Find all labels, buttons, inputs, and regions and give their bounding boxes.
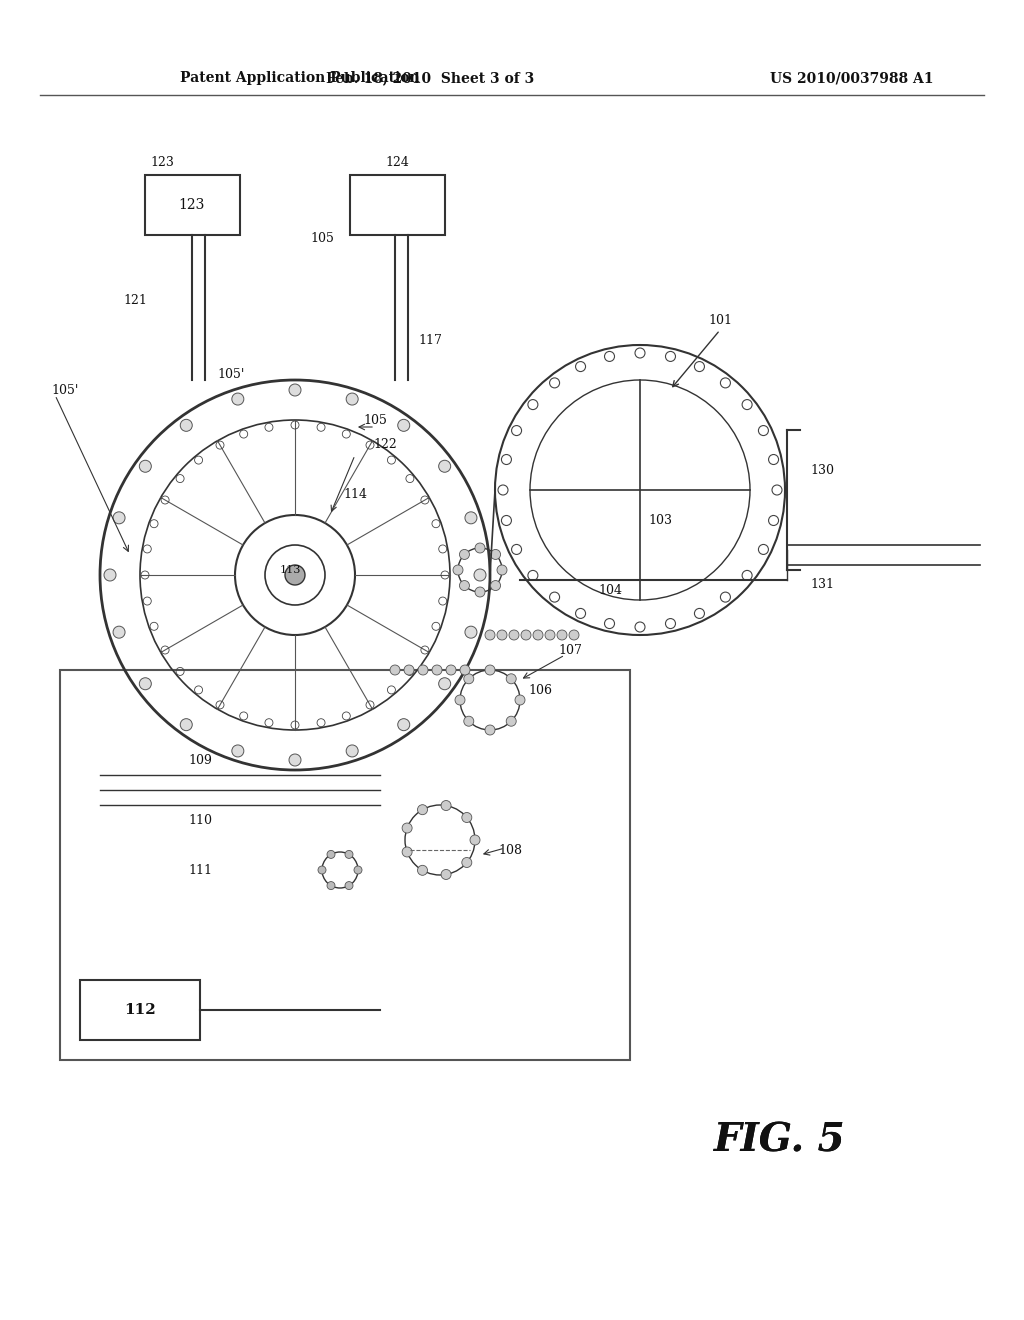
Circle shape <box>418 665 428 675</box>
Circle shape <box>113 512 125 524</box>
Circle shape <box>438 461 451 473</box>
Text: US 2010/0037988 A1: US 2010/0037988 A1 <box>770 71 934 84</box>
Circle shape <box>515 696 525 705</box>
Circle shape <box>441 870 452 879</box>
Circle shape <box>485 725 495 735</box>
Circle shape <box>327 850 335 858</box>
Circle shape <box>390 665 400 675</box>
Circle shape <box>485 665 495 675</box>
Circle shape <box>402 847 412 857</box>
Circle shape <box>509 630 519 640</box>
Circle shape <box>139 677 152 690</box>
Text: 103: 103 <box>648 513 672 527</box>
Text: 101: 101 <box>708 314 732 326</box>
Text: 105': 105' <box>218 368 245 381</box>
Circle shape <box>345 850 353 858</box>
Circle shape <box>438 677 451 690</box>
Circle shape <box>327 882 335 890</box>
Circle shape <box>139 461 152 473</box>
Text: 107: 107 <box>558 644 582 656</box>
Circle shape <box>318 866 326 874</box>
Circle shape <box>497 565 507 576</box>
Circle shape <box>455 696 465 705</box>
Circle shape <box>462 813 472 822</box>
Bar <box>350 176 445 235</box>
Circle shape <box>465 512 477 524</box>
Circle shape <box>465 626 477 638</box>
Text: 112: 112 <box>124 1003 156 1016</box>
Text: 108: 108 <box>498 843 522 857</box>
Circle shape <box>231 393 244 405</box>
Circle shape <box>506 673 516 684</box>
Circle shape <box>404 665 414 675</box>
Text: 130: 130 <box>810 463 834 477</box>
Text: 104: 104 <box>598 583 622 597</box>
Circle shape <box>521 630 531 640</box>
Circle shape <box>104 569 116 581</box>
Text: 110: 110 <box>188 813 212 826</box>
Circle shape <box>470 836 480 845</box>
Circle shape <box>490 549 501 560</box>
Circle shape <box>231 744 244 756</box>
Text: 117: 117 <box>418 334 442 346</box>
Text: 123: 123 <box>151 156 174 169</box>
Text: 131: 131 <box>810 578 834 591</box>
Circle shape <box>557 630 567 640</box>
Text: 124: 124 <box>385 156 409 169</box>
Circle shape <box>460 665 470 675</box>
Circle shape <box>534 630 543 640</box>
Circle shape <box>569 630 579 640</box>
Circle shape <box>460 549 469 560</box>
Circle shape <box>485 630 495 640</box>
Text: 106: 106 <box>528 684 552 697</box>
Circle shape <box>464 673 474 684</box>
Text: 105: 105 <box>364 413 387 426</box>
Bar <box>60 671 630 1060</box>
Circle shape <box>475 587 485 597</box>
Circle shape <box>402 824 412 833</box>
Circle shape <box>432 665 442 675</box>
Circle shape <box>397 718 410 731</box>
Circle shape <box>441 800 452 810</box>
Text: Feb. 18, 2010  Sheet 3 of 3: Feb. 18, 2010 Sheet 3 of 3 <box>326 71 535 84</box>
Circle shape <box>397 420 410 432</box>
Text: 111: 111 <box>188 863 212 876</box>
Circle shape <box>490 581 501 590</box>
Circle shape <box>446 665 456 675</box>
Circle shape <box>113 626 125 638</box>
Circle shape <box>418 805 427 814</box>
Circle shape <box>464 717 474 726</box>
Text: 105': 105' <box>51 384 79 396</box>
Circle shape <box>180 718 193 731</box>
Text: 123: 123 <box>179 198 205 213</box>
Text: FIG. 5: FIG. 5 <box>714 1121 846 1159</box>
Circle shape <box>545 630 555 640</box>
Circle shape <box>289 384 301 396</box>
Circle shape <box>506 717 516 726</box>
Text: 114: 114 <box>343 488 367 502</box>
Circle shape <box>474 569 486 581</box>
Bar <box>145 176 240 235</box>
Text: 122: 122 <box>373 438 397 451</box>
Circle shape <box>285 565 305 585</box>
Circle shape <box>418 866 427 875</box>
Circle shape <box>497 630 507 640</box>
Circle shape <box>346 393 358 405</box>
Text: 113: 113 <box>280 565 301 576</box>
Circle shape <box>346 744 358 756</box>
Bar <box>80 979 200 1040</box>
Text: Patent Application Publication: Patent Application Publication <box>180 71 420 84</box>
Text: 121: 121 <box>123 293 146 306</box>
Circle shape <box>345 882 353 890</box>
Text: 105: 105 <box>310 231 334 244</box>
Circle shape <box>180 420 193 432</box>
Circle shape <box>462 858 472 867</box>
Circle shape <box>289 754 301 766</box>
Circle shape <box>460 581 469 590</box>
Circle shape <box>354 866 362 874</box>
Text: 109: 109 <box>188 754 212 767</box>
Text: FIG. 5: FIG. 5 <box>714 1121 846 1159</box>
Circle shape <box>475 543 485 553</box>
Circle shape <box>453 565 463 576</box>
